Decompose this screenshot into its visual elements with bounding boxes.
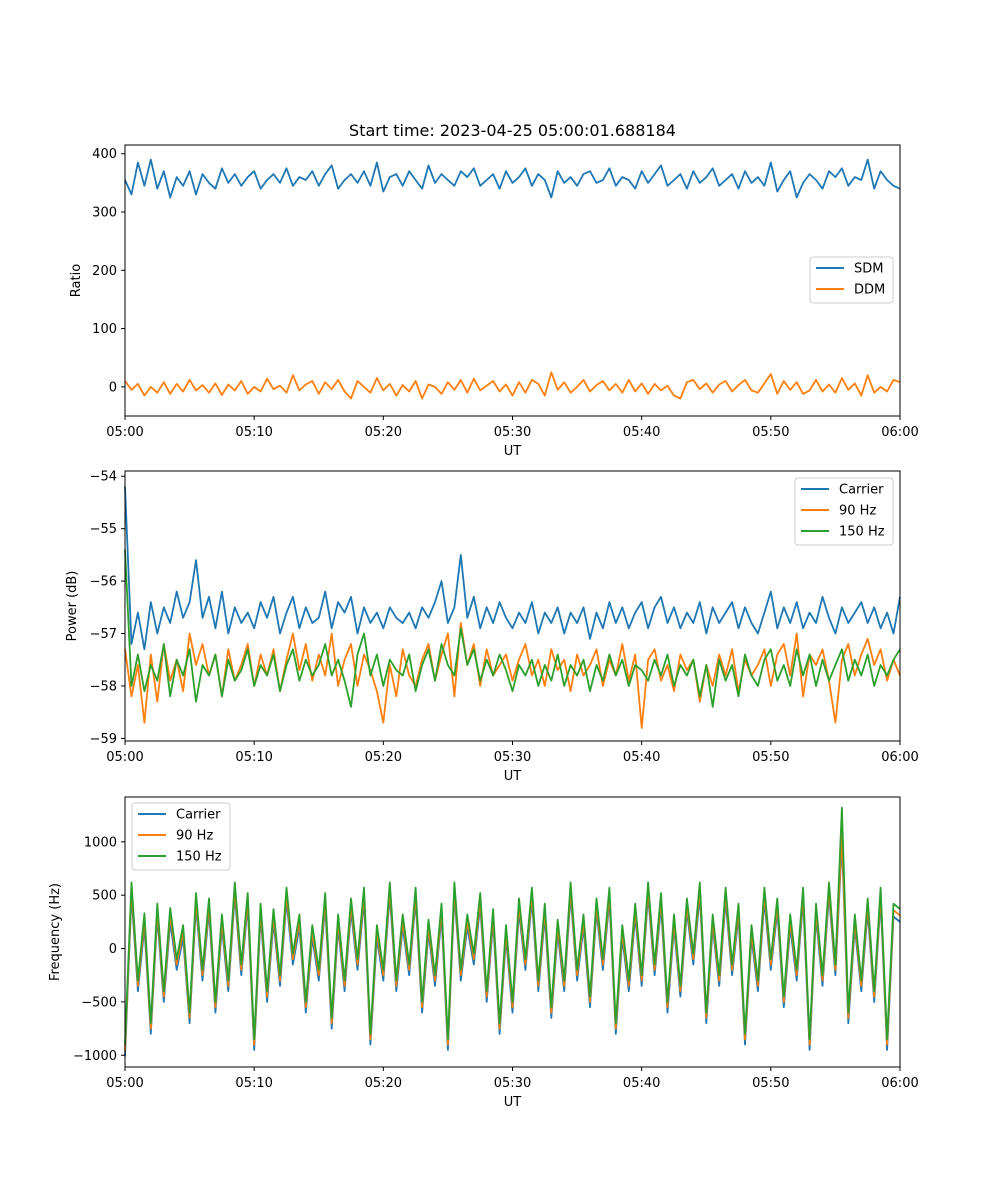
x-tick-label: 05:20 bbox=[365, 1076, 402, 1091]
series-line-90-hz bbox=[124, 832, 901, 1052]
series-line-sdm bbox=[124, 158, 901, 199]
x-tick-label: 06:00 bbox=[881, 750, 918, 765]
x-tick-label: 05:30 bbox=[494, 750, 531, 765]
y-tick-label: 200 bbox=[92, 264, 117, 279]
x-tick-label: 06:00 bbox=[881, 1076, 918, 1091]
series-line-150-hz bbox=[124, 549, 901, 708]
x-tick-label: 05:00 bbox=[106, 750, 143, 765]
legend-label: SDM bbox=[854, 262, 883, 277]
legend-label: 150 Hz bbox=[839, 525, 885, 540]
legend-box bbox=[794, 477, 894, 546]
y-tick-label: −1000 bbox=[73, 1049, 117, 1064]
plot-area bbox=[124, 806, 901, 1057]
x-tick-label: 05:00 bbox=[106, 425, 143, 440]
legend: Carrier 90 Hz 150 Hz bbox=[131, 802, 231, 871]
y-tick-label: 100 bbox=[92, 322, 117, 337]
panel-3: 05:00 05:10 05:20 05:30 05:40 05:50 06:00 −1000… bbox=[48, 796, 919, 1110]
x-tick-label: 05:40 bbox=[623, 425, 660, 440]
y-tick-label: −59 bbox=[90, 732, 117, 747]
series-line-carrier bbox=[124, 840, 901, 1057]
x-tick-label: 05:50 bbox=[752, 750, 789, 765]
y-tick-label: −57 bbox=[90, 627, 117, 642]
y-tick-label: −56 bbox=[90, 575, 117, 590]
y-axis-label: Power (dB) bbox=[65, 571, 80, 642]
legend-label: DDM bbox=[854, 283, 885, 298]
axes-frame bbox=[124, 796, 901, 1068]
x-tick-label: 05:30 bbox=[494, 425, 531, 440]
series-line-carrier bbox=[124, 486, 901, 651]
plot-area bbox=[124, 486, 901, 729]
y-tick-label: −58 bbox=[90, 679, 117, 694]
y-axis-label: Ratio bbox=[69, 264, 84, 297]
x-tick-label: 05:10 bbox=[235, 1076, 272, 1091]
legend-label: 90 Hz bbox=[839, 504, 876, 519]
panel-2: 05:00 05:10 05:20 05:30 05:40 05:50 06:00 −59 −5… bbox=[65, 470, 919, 784]
y-tick-label: 0 bbox=[109, 380, 117, 395]
x-tick-label: 05:30 bbox=[494, 1076, 531, 1091]
legend-label: Carrier bbox=[176, 808, 221, 823]
x-axis-label: UT bbox=[504, 444, 522, 459]
panels: 05:00 05:10 05:20 05:30 05:40 05:50 06:00 0 100 2… bbox=[48, 144, 919, 1110]
series-line-90-hz bbox=[124, 622, 901, 729]
y-tick-label: 400 bbox=[92, 147, 117, 162]
legend-label: 90 Hz bbox=[176, 829, 213, 844]
series-line-150-hz bbox=[124, 806, 901, 1045]
x-tick-label: 05:00 bbox=[106, 1076, 143, 1091]
panel-1: 05:00 05:10 05:20 05:30 05:40 05:50 06:00 0 100 2… bbox=[69, 144, 919, 459]
x-axis-label: UT bbox=[504, 1095, 522, 1110]
x-tick-label: 05:10 bbox=[235, 425, 272, 440]
y-tick-label: −500 bbox=[81, 995, 117, 1010]
y-tick-label: 500 bbox=[92, 889, 117, 904]
x-tick-label: 05:40 bbox=[623, 1076, 660, 1091]
figure-title: Start time: 2023-04-25 05:00:01.688184 bbox=[349, 121, 676, 140]
y-tick-label: −54 bbox=[90, 470, 117, 485]
x-tick-label: 05:20 bbox=[365, 750, 402, 765]
y-axis-label: Frequency (Hz) bbox=[48, 883, 63, 981]
y-tick-label: −55 bbox=[90, 522, 117, 537]
legend-label: 150 Hz bbox=[176, 850, 222, 865]
x-tick-label: 05:10 bbox=[235, 750, 272, 765]
series-line-ddm bbox=[124, 371, 901, 400]
x-tick-label: 05:20 bbox=[365, 425, 402, 440]
legend-label: Carrier bbox=[839, 483, 884, 498]
axes-frame bbox=[124, 470, 901, 742]
x-tick-label: 06:00 bbox=[881, 425, 918, 440]
x-axis-label: UT bbox=[504, 769, 522, 784]
y-tick-label: 1000 bbox=[84, 835, 117, 850]
legend-box bbox=[131, 802, 231, 871]
x-tick-label: 05:40 bbox=[623, 750, 660, 765]
y-tick-label: 300 bbox=[92, 206, 117, 221]
legend: SDM DDM bbox=[809, 256, 894, 304]
legend: Carrier 90 Hz 150 Hz bbox=[794, 477, 894, 546]
y-tick-label: 0 bbox=[109, 942, 117, 957]
x-tick-label: 05:50 bbox=[752, 425, 789, 440]
plot-area bbox=[124, 158, 901, 400]
x-tick-label: 05:50 bbox=[752, 1076, 789, 1091]
